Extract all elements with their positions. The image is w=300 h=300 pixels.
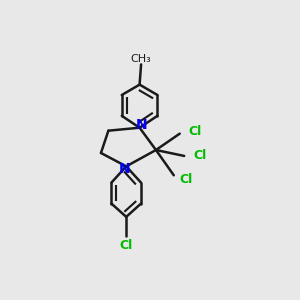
Text: Cl: Cl bbox=[120, 238, 133, 252]
Text: Cl: Cl bbox=[193, 149, 206, 162]
Text: N: N bbox=[119, 162, 130, 176]
Text: CH₃: CH₃ bbox=[131, 54, 152, 64]
Text: Cl: Cl bbox=[189, 125, 202, 138]
Text: Cl: Cl bbox=[180, 173, 193, 186]
Text: N: N bbox=[135, 118, 147, 132]
